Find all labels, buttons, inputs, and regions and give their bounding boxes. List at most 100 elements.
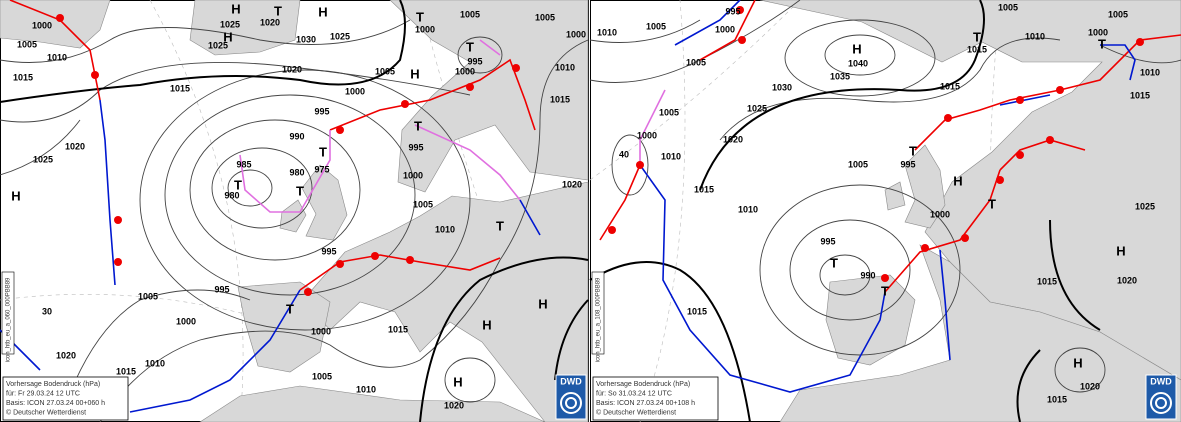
isobar-label: 1040 xyxy=(848,58,868,68)
pressure-center: H xyxy=(1073,355,1082,370)
isobar-label: 1035 xyxy=(830,71,850,81)
isobar-label: 1015 xyxy=(687,306,707,316)
info-box xyxy=(2,376,129,421)
isobar-label: 1025 xyxy=(330,31,350,41)
isobar-label: 1005 xyxy=(460,9,480,19)
pressure-center: H xyxy=(1116,243,1125,258)
isobar-label: 1005 xyxy=(375,66,395,76)
isobar-label: 1005 xyxy=(312,371,332,381)
isobar-label: 975 xyxy=(314,164,329,174)
isobar-label: 1010 xyxy=(555,62,575,72)
isobar-label: 1005 xyxy=(659,107,679,117)
isobar-label: 1000 xyxy=(32,20,52,30)
pressure-center: H xyxy=(410,66,419,81)
isobar-label: 30 xyxy=(42,306,52,316)
land xyxy=(199,385,546,422)
land xyxy=(389,0,589,193)
pressure-center: H xyxy=(482,317,491,332)
isobar-label: 1015 xyxy=(13,72,33,82)
isobar-label: 1025 xyxy=(33,154,53,164)
pressure-center: H xyxy=(318,4,327,19)
isobar-label: 1000 xyxy=(415,24,435,34)
isobar-label: 1025 xyxy=(747,103,767,113)
isobar-label: 990 xyxy=(860,270,875,280)
side-code: icon_htb_eu_a_108_000PBB89 xyxy=(596,277,602,362)
isobar-label: 1000 xyxy=(930,209,950,219)
front-symbols xyxy=(56,14,520,296)
side-code-box xyxy=(591,271,605,355)
isobar-label: 1020 xyxy=(723,134,743,144)
isobar-label: 1000 xyxy=(566,29,586,39)
isobar-label: 1005 xyxy=(535,12,555,22)
pressure-center: T xyxy=(414,118,422,133)
pressure-center: T xyxy=(973,29,981,44)
isobar-label: 1015 xyxy=(967,44,987,54)
logo-swirl xyxy=(560,392,582,414)
isobar-label: 1000 xyxy=(1088,27,1108,37)
isobar-label: 1025 xyxy=(208,40,228,50)
pressure-center: T xyxy=(988,196,996,211)
pressure-center: H xyxy=(538,296,547,311)
land xyxy=(0,0,111,49)
isobar-label: 1000 xyxy=(715,24,735,34)
isobar-label: 1025 xyxy=(220,19,240,29)
info-text: Vorhersage Bodendruck (hPa) xyxy=(596,381,690,388)
isobar-label: 980 xyxy=(224,190,239,200)
isobar-label: 1015 xyxy=(388,324,408,334)
isobar-label: 1015 xyxy=(550,94,570,104)
logo-swirl xyxy=(1155,397,1167,409)
pressure-center: T xyxy=(274,3,282,18)
map-panel-right xyxy=(589,0,1181,422)
pressure-center: T xyxy=(319,144,327,159)
isobars xyxy=(589,0,1181,422)
isobar-label: 1020 xyxy=(260,17,280,27)
side-code: icon_htb_eu_a_060_000PBB89 xyxy=(6,277,12,362)
isobar-label: 1015 xyxy=(116,366,136,376)
isobar-label: 1010 xyxy=(597,27,617,37)
info-text: Vorhersage Bodendruck (hPa) xyxy=(6,381,100,388)
isobar-label: 1020 xyxy=(56,350,76,360)
pressure-center: T xyxy=(234,177,242,192)
info-text: für: So 31.03.24 12 UTC xyxy=(596,390,672,397)
isobar-label: 990 xyxy=(289,131,304,141)
land xyxy=(301,164,348,241)
pressure-center: H xyxy=(11,188,20,203)
isobar-label: 1000 xyxy=(345,86,365,96)
graticule xyxy=(0,0,561,422)
isobar-label: 995 xyxy=(820,236,835,246)
isobar-label: 1000 xyxy=(176,316,196,326)
pressure-center: H xyxy=(223,29,232,44)
isobars xyxy=(0,0,589,422)
isobar-label: 1020 xyxy=(1080,381,1100,391)
isobar-label: 1015 xyxy=(940,81,960,91)
isobar-label: 1015 xyxy=(170,83,190,93)
isobar-label: 1000 xyxy=(311,326,331,336)
pressure-center: T xyxy=(1098,36,1106,51)
isobar-label: 1015 xyxy=(1130,90,1150,100)
isobar-label: 1020 xyxy=(65,141,85,151)
isobar-label: 1000 xyxy=(403,170,423,180)
logo-text: DWD xyxy=(560,376,582,386)
isobar-label: 980 xyxy=(289,167,304,177)
isobar-label: 995 xyxy=(900,159,915,169)
pressure-center: H xyxy=(953,173,962,188)
isobar-label: 1005 xyxy=(848,159,868,169)
logo-swirl xyxy=(1150,392,1172,414)
info-text: Basis: ICON 27.03.24 00+060 h xyxy=(6,400,105,407)
map-panel-left xyxy=(0,0,589,422)
isobar-label: 1005 xyxy=(646,21,666,31)
pressure-center: T xyxy=(496,218,504,233)
front-symbols xyxy=(608,6,1144,282)
isobar-label: 995 xyxy=(725,6,740,16)
logo-swirl xyxy=(565,397,577,409)
pressure-center: H xyxy=(453,374,462,389)
isobar-label: 1020 xyxy=(444,400,464,410)
land xyxy=(189,0,301,56)
land xyxy=(825,274,916,366)
isobar-label: 1010 xyxy=(1025,31,1045,41)
isobar-label: 1015 xyxy=(1037,276,1057,286)
land xyxy=(302,181,589,422)
pressure-center: H xyxy=(852,41,861,56)
